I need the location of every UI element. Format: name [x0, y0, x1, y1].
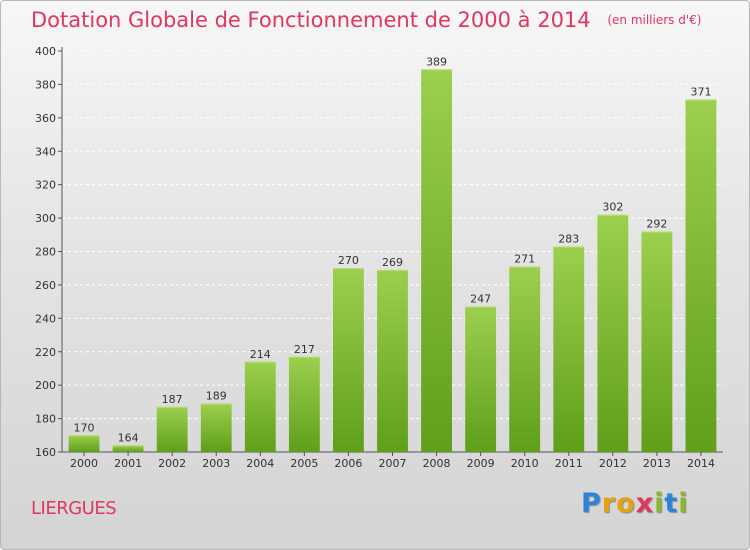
bar-value-label: 214	[250, 348, 271, 361]
x-tick-label: 2013	[643, 457, 671, 470]
y-tick-label: 340	[35, 145, 56, 158]
x-tick-label: 2003	[202, 457, 230, 470]
proxiti-logo: Proxiti	[581, 488, 689, 519]
bar-value-label: 270	[338, 254, 359, 267]
commune-name: LIERGUES	[31, 498, 117, 519]
chart-unit: (en milliers d'€)	[607, 13, 702, 27]
bar	[244, 361, 276, 452]
bar-value-label: 164	[118, 431, 139, 444]
y-tick-label: 260	[35, 279, 56, 292]
logo-letter: i	[678, 488, 689, 519]
logo-letter: i	[654, 488, 665, 519]
y-tick-label: 220	[35, 346, 56, 359]
bar	[288, 356, 320, 452]
bar	[156, 406, 188, 452]
bar	[597, 214, 629, 452]
bar	[421, 69, 452, 453]
bar-value-label: 217	[294, 343, 315, 356]
logo-letter: P	[581, 488, 602, 519]
x-tick-label: 2010	[511, 457, 539, 470]
y-tick-label: 280	[35, 246, 56, 259]
bar	[509, 266, 541, 452]
logo-letter: r	[601, 488, 617, 519]
x-tick-label: 2002	[158, 457, 186, 470]
bar	[68, 435, 100, 452]
x-tick-label: 2001	[114, 457, 142, 470]
bar	[465, 306, 497, 452]
chart-title-text: Dotation Globale de Fonctionnement de 20…	[31, 8, 591, 32]
bar-value-label: 170	[74, 421, 95, 434]
x-tick-label: 2011	[555, 457, 583, 470]
bar	[333, 268, 364, 452]
bar	[553, 246, 585, 452]
x-tick-label: 2014	[687, 457, 715, 470]
y-tick-label: 180	[35, 413, 56, 426]
bar	[685, 99, 717, 453]
bar-value-label: 292	[646, 217, 667, 230]
x-tick-label: 2008	[423, 457, 451, 470]
x-tick-label: 2012	[599, 457, 627, 470]
bar-value-label: 283	[558, 232, 579, 245]
logo-letter: o	[616, 488, 636, 519]
logo-letter: t	[664, 488, 679, 519]
x-tick-label: 2004	[246, 457, 274, 470]
bar	[112, 445, 144, 452]
logo-letter: x	[635, 488, 655, 519]
y-tick-label: 200	[35, 379, 56, 392]
x-tick-label: 2000	[70, 457, 98, 470]
bar	[641, 231, 673, 452]
y-tick-label: 300	[35, 212, 56, 225]
bar-value-label: 189	[206, 390, 227, 403]
x-tick-label: 2006	[334, 457, 362, 470]
y-tick-label: 360	[35, 112, 56, 125]
x-tick-label: 2007	[379, 457, 407, 470]
bar-value-label: 269	[382, 256, 403, 269]
y-tick-label: 240	[35, 312, 56, 325]
bar-value-label: 371	[690, 85, 711, 98]
bar-value-label: 271	[514, 253, 535, 266]
x-tick-label: 2005	[290, 457, 318, 470]
bar-value-label: 389	[426, 55, 447, 68]
x-tick-label: 2009	[467, 457, 495, 470]
y-tick-label: 160	[35, 446, 56, 459]
bar	[200, 403, 232, 452]
bar-value-label: 187	[162, 393, 183, 406]
y-tick-label: 400	[35, 45, 56, 58]
y-tick-label: 320	[35, 179, 56, 192]
chart-title: Dotation Globale de Fonctionnement de 20…	[31, 8, 701, 32]
bar	[377, 269, 408, 452]
y-tick-label: 380	[35, 78, 56, 91]
bar-value-label: 247	[470, 293, 491, 306]
bar-value-label: 302	[602, 201, 623, 214]
